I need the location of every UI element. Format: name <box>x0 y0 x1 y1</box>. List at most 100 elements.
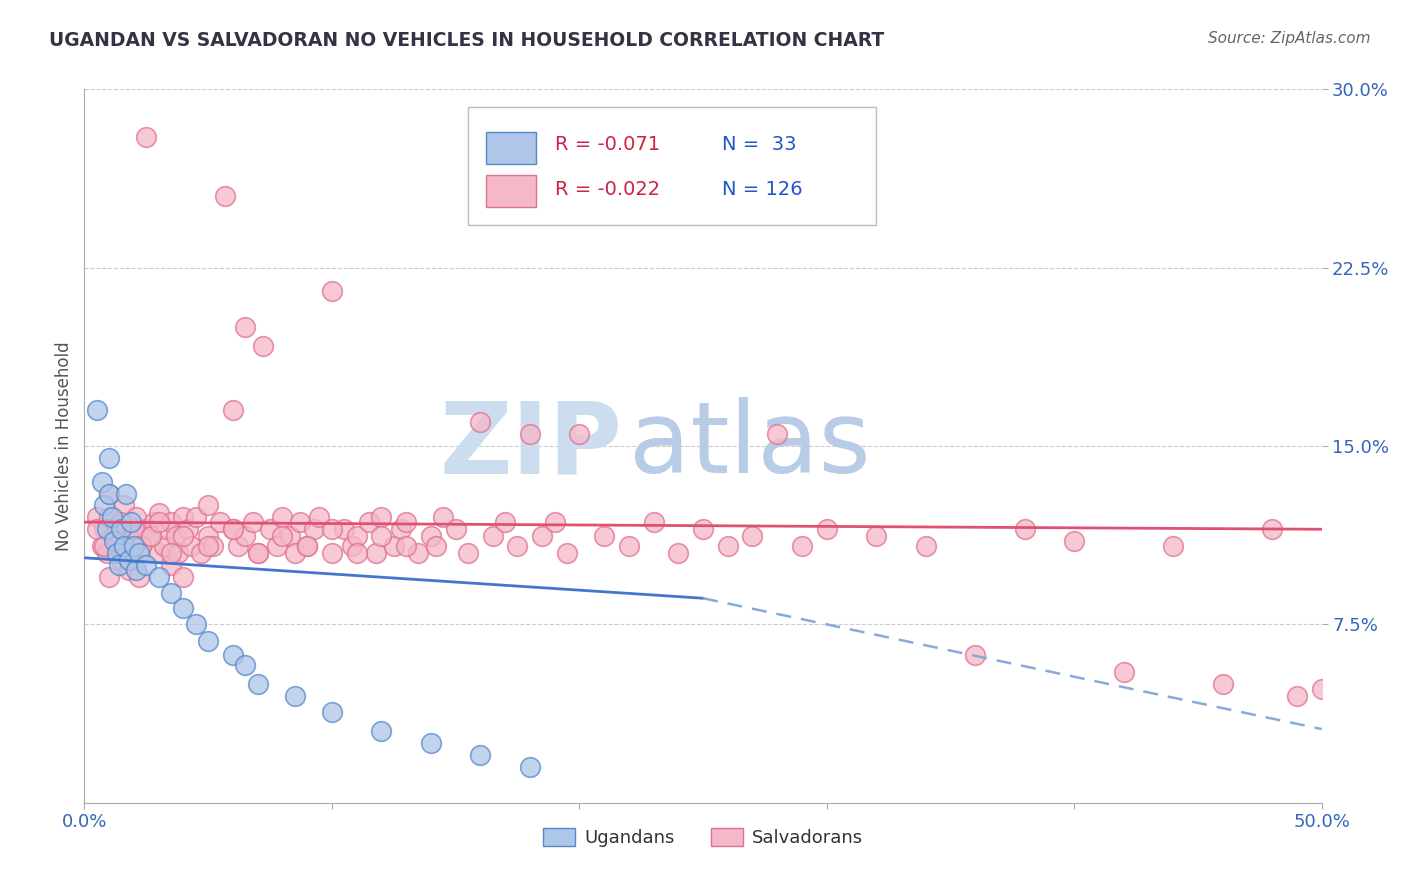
Legend: Ugandans, Salvadorans: Ugandans, Salvadorans <box>536 821 870 855</box>
Point <box>643 515 665 529</box>
Point <box>692 522 714 536</box>
Point <box>425 539 447 553</box>
Point <box>90 475 112 489</box>
Point <box>103 529 125 543</box>
Point <box>98 450 121 465</box>
Point <box>370 529 392 543</box>
Point <box>96 522 118 536</box>
Point <box>506 539 529 553</box>
Point <box>766 427 789 442</box>
Point <box>122 539 145 553</box>
Point <box>481 529 503 543</box>
Point <box>214 189 236 203</box>
Point <box>128 546 150 560</box>
Point <box>1014 522 1036 536</box>
Point <box>177 522 200 536</box>
Point <box>112 499 135 513</box>
Point <box>233 529 256 543</box>
Point <box>432 510 454 524</box>
Point <box>395 539 418 553</box>
Point <box>555 546 578 560</box>
Point <box>165 529 187 543</box>
Point <box>118 553 141 567</box>
Y-axis label: No Vehicles in Household: No Vehicles in Household <box>55 341 73 551</box>
Point <box>128 570 150 584</box>
Point <box>190 546 212 560</box>
Point <box>1063 534 1085 549</box>
Point <box>259 522 281 536</box>
Point <box>914 539 936 553</box>
Point <box>197 529 219 543</box>
Point <box>543 515 565 529</box>
Point <box>172 529 194 543</box>
Point <box>1285 689 1308 703</box>
FancyBboxPatch shape <box>468 107 876 225</box>
Point <box>209 515 232 529</box>
Point <box>965 648 987 663</box>
Point <box>419 529 441 543</box>
Point <box>222 522 245 536</box>
Point <box>160 515 183 529</box>
Point <box>321 285 343 299</box>
Point <box>321 522 343 536</box>
Text: R = -0.071: R = -0.071 <box>554 136 659 154</box>
Point <box>346 546 368 560</box>
Point <box>160 586 183 600</box>
Point <box>233 320 256 334</box>
Point <box>568 427 591 442</box>
Point <box>160 558 183 572</box>
Point <box>86 522 108 536</box>
Point <box>172 510 194 524</box>
Point <box>252 339 274 353</box>
Point <box>271 510 294 524</box>
Point <box>470 748 492 763</box>
Point <box>110 553 132 567</box>
Point <box>593 529 616 543</box>
Point <box>98 486 121 500</box>
Point <box>118 563 141 577</box>
Point <box>321 706 343 720</box>
Point <box>148 515 170 529</box>
Point <box>865 529 887 543</box>
Point <box>370 510 392 524</box>
Point <box>129 539 152 553</box>
Point <box>98 570 121 584</box>
Point <box>304 522 326 536</box>
FancyBboxPatch shape <box>486 175 536 207</box>
Point <box>246 546 269 560</box>
Point <box>246 546 269 560</box>
Text: UGANDAN VS SALVADORAN NO VEHICLES IN HOUSEHOLD CORRELATION CHART: UGANDAN VS SALVADORAN NO VEHICLES IN HOU… <box>49 31 884 50</box>
Point <box>741 529 763 543</box>
Point <box>389 522 412 536</box>
Point <box>184 510 207 524</box>
Point <box>108 558 131 572</box>
Point <box>129 539 152 553</box>
Point <box>118 546 141 560</box>
Point <box>197 499 219 513</box>
Point <box>222 648 245 663</box>
Point <box>98 486 121 500</box>
Point <box>233 657 256 672</box>
Point <box>135 558 157 572</box>
Point <box>197 539 219 553</box>
Point <box>222 403 245 417</box>
Point <box>160 546 183 560</box>
Text: Source: ZipAtlas.com: Source: ZipAtlas.com <box>1208 31 1371 46</box>
Point <box>110 515 132 529</box>
Text: N =  33: N = 33 <box>721 136 796 154</box>
Point <box>308 510 330 524</box>
Text: ZIP: ZIP <box>440 398 623 494</box>
Point <box>135 129 157 144</box>
Point <box>419 736 441 750</box>
Point <box>152 539 174 553</box>
Point <box>105 539 128 553</box>
Point <box>444 522 467 536</box>
Point <box>242 515 264 529</box>
Point <box>197 634 219 648</box>
Point <box>167 546 190 560</box>
FancyBboxPatch shape <box>486 132 536 164</box>
Point <box>284 546 307 560</box>
Point <box>155 522 177 536</box>
Point <box>148 546 170 560</box>
Point <box>340 539 363 553</box>
